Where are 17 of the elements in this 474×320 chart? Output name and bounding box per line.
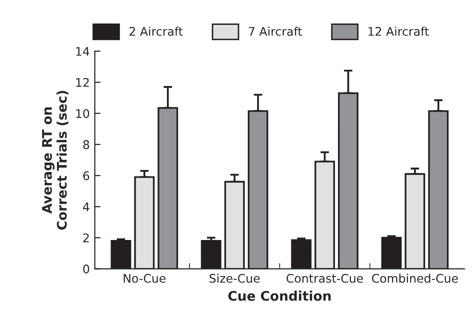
x-axis-title: Cue Condition (228, 290, 331, 301)
x-tick-label: Combined-Cue (372, 274, 458, 283)
y-tick-label: 10 (76, 109, 90, 118)
y-axis-title: Average RT on Correct Trials (sec) (42, 90, 68, 230)
x-tick-label: Size-Cue (210, 274, 260, 283)
x-tick-label: Contrast-Cue (286, 274, 363, 283)
y-tick-label: 12 (76, 78, 89, 87)
legend-label: 2 Aircraft (130, 26, 183, 36)
y-tick-label: 0 (83, 264, 90, 274)
y-tick-label: 2 (83, 233, 89, 242)
y-tick-label: 14 (76, 47, 90, 56)
y-tick-label: 8 (83, 140, 90, 150)
y-tick-label: 6 (83, 171, 90, 180)
x-tick-label: No-Cue (124, 274, 166, 283)
legend-label: 12 Aircraft (368, 26, 429, 36)
y-tick-label: 4 (83, 202, 90, 212)
legend-label: 7 Aircraft (248, 26, 302, 36)
